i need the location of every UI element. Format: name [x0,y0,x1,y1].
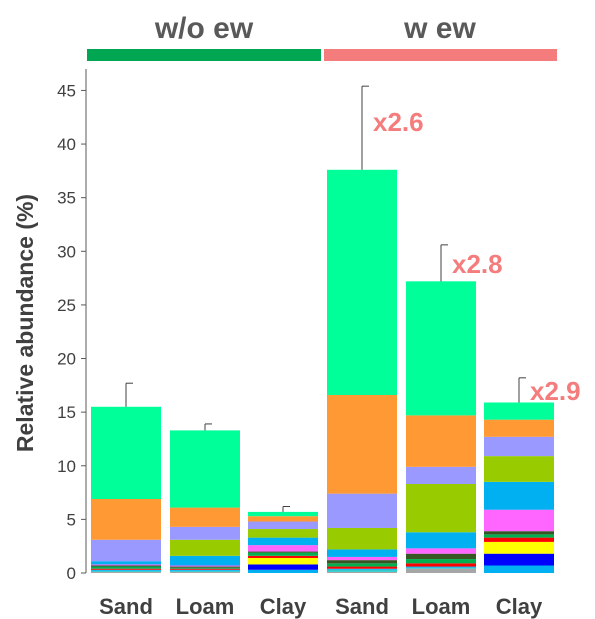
bar-segment [327,568,397,570]
bar-segment [248,529,318,538]
bar-segment [248,551,318,553]
bar-segment [91,569,161,571]
bar-segment [327,569,397,572]
bar-segment [91,561,161,565]
bar-segment [484,509,554,532]
bar-segment [406,566,476,568]
bar-segment [91,406,161,500]
bar-segment [406,532,476,549]
bar-segment [170,567,240,569]
category-label: Sand [335,594,389,619]
group-label-with-ew: w ew [403,12,476,45]
bar-segment [406,415,476,467]
plot-area: 0 5 10 15 20 25 30 35 40 45 Sand Loam Clay Sand x2.6 Lo… [57,69,581,619]
bar-segment [170,430,240,508]
bar-segment [248,511,318,517]
y-tick-label: 20 [57,350,76,369]
bar-segment [406,559,476,564]
y-tick-label: 5 [67,510,76,529]
bar-segment [406,483,476,533]
bar-segment [248,545,318,552]
y-tick-label: 40 [57,135,76,154]
bar-segment [484,537,554,542]
category-label: Loam [176,594,235,619]
bar-segment [484,402,554,420]
bar-segment [406,553,476,560]
y-tick-label: 30 [57,242,76,261]
bar-segment [170,571,240,573]
bar-segment [406,281,476,416]
y-tick-label: 45 [57,81,76,100]
bar-segment [327,571,397,573]
group-label-without-ew: w/o ew [154,12,254,45]
bar-segment [91,568,161,570]
fold-change-label: x2.6 [373,107,424,137]
bar-segment [91,564,161,566]
bar-segment [170,568,240,570]
bar-segment [327,566,397,569]
bar-segment [248,552,318,556]
bar-segment [484,553,554,566]
bar-segment [248,555,318,558]
bar-segment [484,456,554,482]
bar-segment [406,466,476,484]
bar-segment [91,565,161,567]
bar-segment [484,436,554,457]
bar-segment [406,567,476,569]
bar-segment [327,560,397,564]
bar-segment [248,521,318,530]
bar-segment [170,507,240,527]
y-tick-label: 15 [57,403,76,422]
bar-segment [327,556,397,561]
y-tick-label: 25 [57,296,76,315]
bar-segment [170,526,240,540]
category-label: Loam [412,594,471,619]
bar-segment [91,570,161,572]
y-tick-label: 10 [57,457,76,476]
bar-segment [484,481,554,510]
bar-segment [170,566,240,568]
bar-segment [327,169,397,395]
y-tick-label: 35 [57,189,76,208]
bar-segment [170,539,240,556]
group-bar-with-ew [324,49,557,61]
bar-segment [248,564,318,570]
category-label: Clay [496,594,543,619]
bar-segment [170,569,240,571]
group-bar-without-ew [87,49,321,61]
bar-segment [170,565,240,567]
bar-segment [406,563,476,567]
bar-segment [327,563,397,567]
bar-segment [248,537,318,546]
bar-segment [484,534,554,538]
bar-segment [327,493,397,528]
bar-segment [484,565,554,573]
bar-segment [248,569,318,573]
bar-segment [91,571,161,573]
bar-segment [91,499,161,540]
fold-change-label: x2.8 [452,249,503,279]
bar-segment [406,548,476,554]
bar-segment [327,394,397,494]
bar-segment [91,566,161,569]
category-label: Clay [260,594,307,619]
fold-change-label: x2.9 [530,376,581,406]
bar-segment [91,539,161,562]
bar-segment [484,531,554,535]
category-label: Sand [99,594,153,619]
y-tick-label: 0 [67,564,76,583]
bar-segment [406,568,476,573]
bar-segment [248,516,318,522]
bar-segment [327,527,397,550]
bar-segment [170,570,240,572]
bar-segment [248,557,318,565]
bar-segment [484,541,554,554]
y-axis-label: Relative abundance (%) [12,194,38,452]
bar-segment [484,419,554,437]
bar-segment [170,555,240,566]
group-headers: w/o ew w ew [87,12,557,61]
bar-segment [327,549,397,557]
